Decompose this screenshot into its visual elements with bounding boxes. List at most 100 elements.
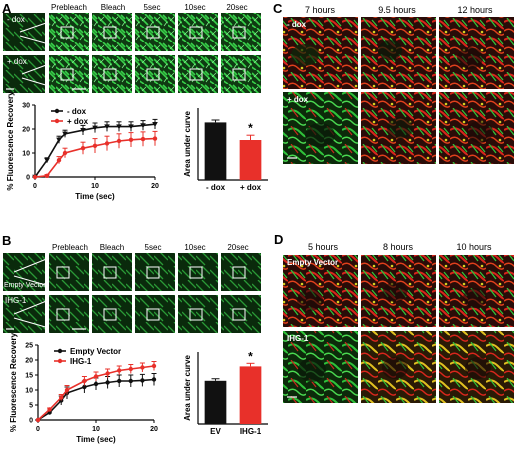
time-label-10h: 10 hours bbox=[456, 242, 492, 252]
panel-b-image-grid: Empty Vector IHG-1 bbox=[3, 253, 261, 333]
x-axis-label: Time (sec) bbox=[75, 192, 115, 201]
y-tick-label: 10 bbox=[25, 388, 33, 395]
micrograph-a-2-4 bbox=[178, 55, 218, 93]
micrograph-a-1-5 bbox=[221, 13, 261, 51]
data-point bbox=[151, 363, 157, 369]
time-label-7h: 7 hours bbox=[305, 5, 336, 15]
micrograph-b-2-2 bbox=[92, 295, 132, 333]
data-point bbox=[62, 131, 68, 137]
row-label-d-empty-vector: Empty Vector bbox=[287, 258, 338, 267]
data-point bbox=[128, 124, 134, 130]
x-tick-label: 20 bbox=[151, 183, 159, 190]
data-point bbox=[140, 123, 146, 129]
bar-category-label: EV bbox=[210, 427, 221, 436]
row-label-c-plus-dox: + dox bbox=[287, 95, 309, 104]
x-tick-label: 20 bbox=[150, 426, 158, 433]
legend-swatch-marker bbox=[57, 348, 63, 354]
micrograph-a-2-3 bbox=[135, 55, 175, 93]
panel-d-image-grid: Empty Vector IHG-1 bbox=[283, 255, 514, 403]
x-tick-label: 10 bbox=[92, 426, 100, 433]
bar-y-axis-label: Area under curve bbox=[183, 111, 192, 177]
panel-a-frame-labels: Prebleach Bleach 5sec 10sec 20sec bbox=[51, 3, 248, 12]
data-point bbox=[44, 158, 50, 163]
data-point bbox=[93, 374, 99, 379]
panel-b-frame-labels: Prebleach Bleach 5sec 10sec 20sec bbox=[52, 243, 249, 252]
micrograph-b-ref-1 bbox=[3, 253, 45, 291]
chart-b-line: 0 5 10 15 20 25 0 10 20 Time (sec) % Fluorescence … bbox=[9, 332, 158, 444]
y-tick-label: 20 bbox=[22, 127, 30, 134]
bar-y-axis-label: Area under curve bbox=[183, 355, 192, 421]
data-point bbox=[151, 377, 157, 382]
bar-category-label: - dox bbox=[206, 183, 226, 192]
bar-category-label: IHG-1 bbox=[240, 427, 262, 436]
frame-label-prebleach-b: Prebleach bbox=[52, 243, 88, 252]
panel-label-b: B bbox=[2, 233, 11, 248]
panel-label-d: D bbox=[274, 232, 283, 247]
micrograph-a-ref-1 bbox=[3, 13, 45, 51]
data-point bbox=[128, 378, 133, 384]
data-point bbox=[140, 378, 145, 383]
micrograph-d-1-1 bbox=[283, 255, 358, 327]
y-tick-label: 15 bbox=[25, 373, 33, 380]
frame-label-10sec: 10sec bbox=[184, 3, 205, 12]
row-label-b-ihg1: IHG-1 bbox=[5, 296, 27, 305]
significance-marker: * bbox=[248, 349, 253, 363]
micrograph-a-1-4 bbox=[178, 13, 218, 51]
frame-label-bleach: Bleach bbox=[101, 3, 125, 12]
data-point bbox=[82, 384, 87, 390]
micrograph-b-1-3 bbox=[135, 253, 175, 291]
frame-label-10sec-b: 10sec bbox=[184, 243, 205, 252]
data-point bbox=[93, 381, 99, 387]
y-tick-label: 30 bbox=[22, 103, 30, 110]
bar-category-label: + dox bbox=[240, 183, 262, 192]
legend-label: IHG-1 bbox=[70, 357, 92, 366]
time-label-8h: 8 hours bbox=[383, 242, 414, 252]
panel-a-image-grid: - dox + dox bbox=[3, 13, 261, 93]
micrograph-b-1-4 bbox=[178, 253, 218, 291]
legend-swatch-marker bbox=[57, 358, 63, 364]
micrograph-b-1-2 bbox=[92, 253, 132, 291]
micrograph-b-1-5 bbox=[221, 253, 261, 291]
y-tick-label: 5 bbox=[29, 403, 33, 410]
panel-c-time-labels: 7 hours 9.5 hours 12 hours bbox=[305, 5, 493, 15]
y-tick-label: 25 bbox=[25, 343, 33, 350]
micrograph-a-1-2 bbox=[92, 13, 132, 51]
data-point bbox=[128, 366, 133, 372]
significance-marker: * bbox=[248, 121, 253, 135]
micrograph-a-2-2 bbox=[92, 55, 132, 93]
frame-label-5sec: 5sec bbox=[144, 3, 161, 12]
data-point bbox=[56, 137, 62, 143]
micrograph-b-2-4 bbox=[178, 295, 218, 333]
data-point bbox=[80, 128, 86, 133]
legend-swatch-marker bbox=[54, 108, 60, 114]
data-point bbox=[47, 407, 52, 412]
data-point bbox=[82, 378, 87, 384]
micrograph-a-2-1 bbox=[49, 55, 89, 93]
data-point bbox=[56, 158, 62, 163]
bar-0 bbox=[204, 380, 227, 424]
data-point bbox=[44, 173, 50, 178]
data-point bbox=[80, 146, 86, 151]
legend-label: - dox bbox=[67, 107, 87, 116]
y-tick-label: 0 bbox=[26, 175, 30, 182]
data-point bbox=[92, 125, 98, 131]
y-tick-label: 20 bbox=[25, 358, 33, 365]
data-point bbox=[104, 141, 110, 146]
micrograph-b-2-5 bbox=[221, 295, 261, 333]
chart-b-bar: EV IHG-1 * Area under curve bbox=[183, 349, 268, 436]
legend-label: + dox bbox=[67, 117, 89, 126]
time-label-12h: 12 hours bbox=[457, 5, 493, 15]
data-point bbox=[105, 380, 110, 385]
frame-label-5sec-b: 5sec bbox=[145, 243, 162, 252]
time-label-9-5h: 9.5 hours bbox=[378, 5, 416, 15]
frame-label-prebleach: Prebleach bbox=[51, 3, 87, 12]
panel-d-time-labels: 5 hours 8 hours 10 hours bbox=[308, 242, 492, 252]
micrograph-a-1-1 bbox=[49, 13, 89, 51]
data-point bbox=[152, 122, 158, 127]
time-label-5h: 5 hours bbox=[308, 242, 339, 252]
data-point bbox=[105, 371, 110, 376]
panel-c-image-grid: - dox + dox bbox=[283, 17, 514, 164]
micrograph-a-1-3 bbox=[135, 13, 175, 51]
frame-label-bleach-b: Bleach bbox=[100, 243, 124, 252]
